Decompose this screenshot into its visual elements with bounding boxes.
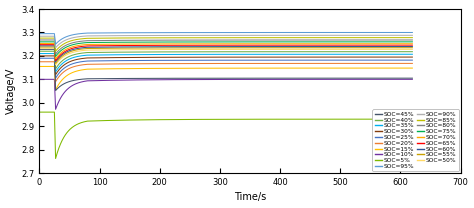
- Legend: SOC=45%, SOC=40%, SOC=35%, SOC=30%, SOC=25%, SOC=20%, SOC=15%, SOC=10%, SOC=5%, : SOC=45%, SOC=40%, SOC=35%, SOC=30%, SOC=…: [373, 109, 459, 171]
- Y-axis label: Voltage/V: Voltage/V: [6, 68, 16, 114]
- X-axis label: Time/s: Time/s: [234, 192, 266, 202]
